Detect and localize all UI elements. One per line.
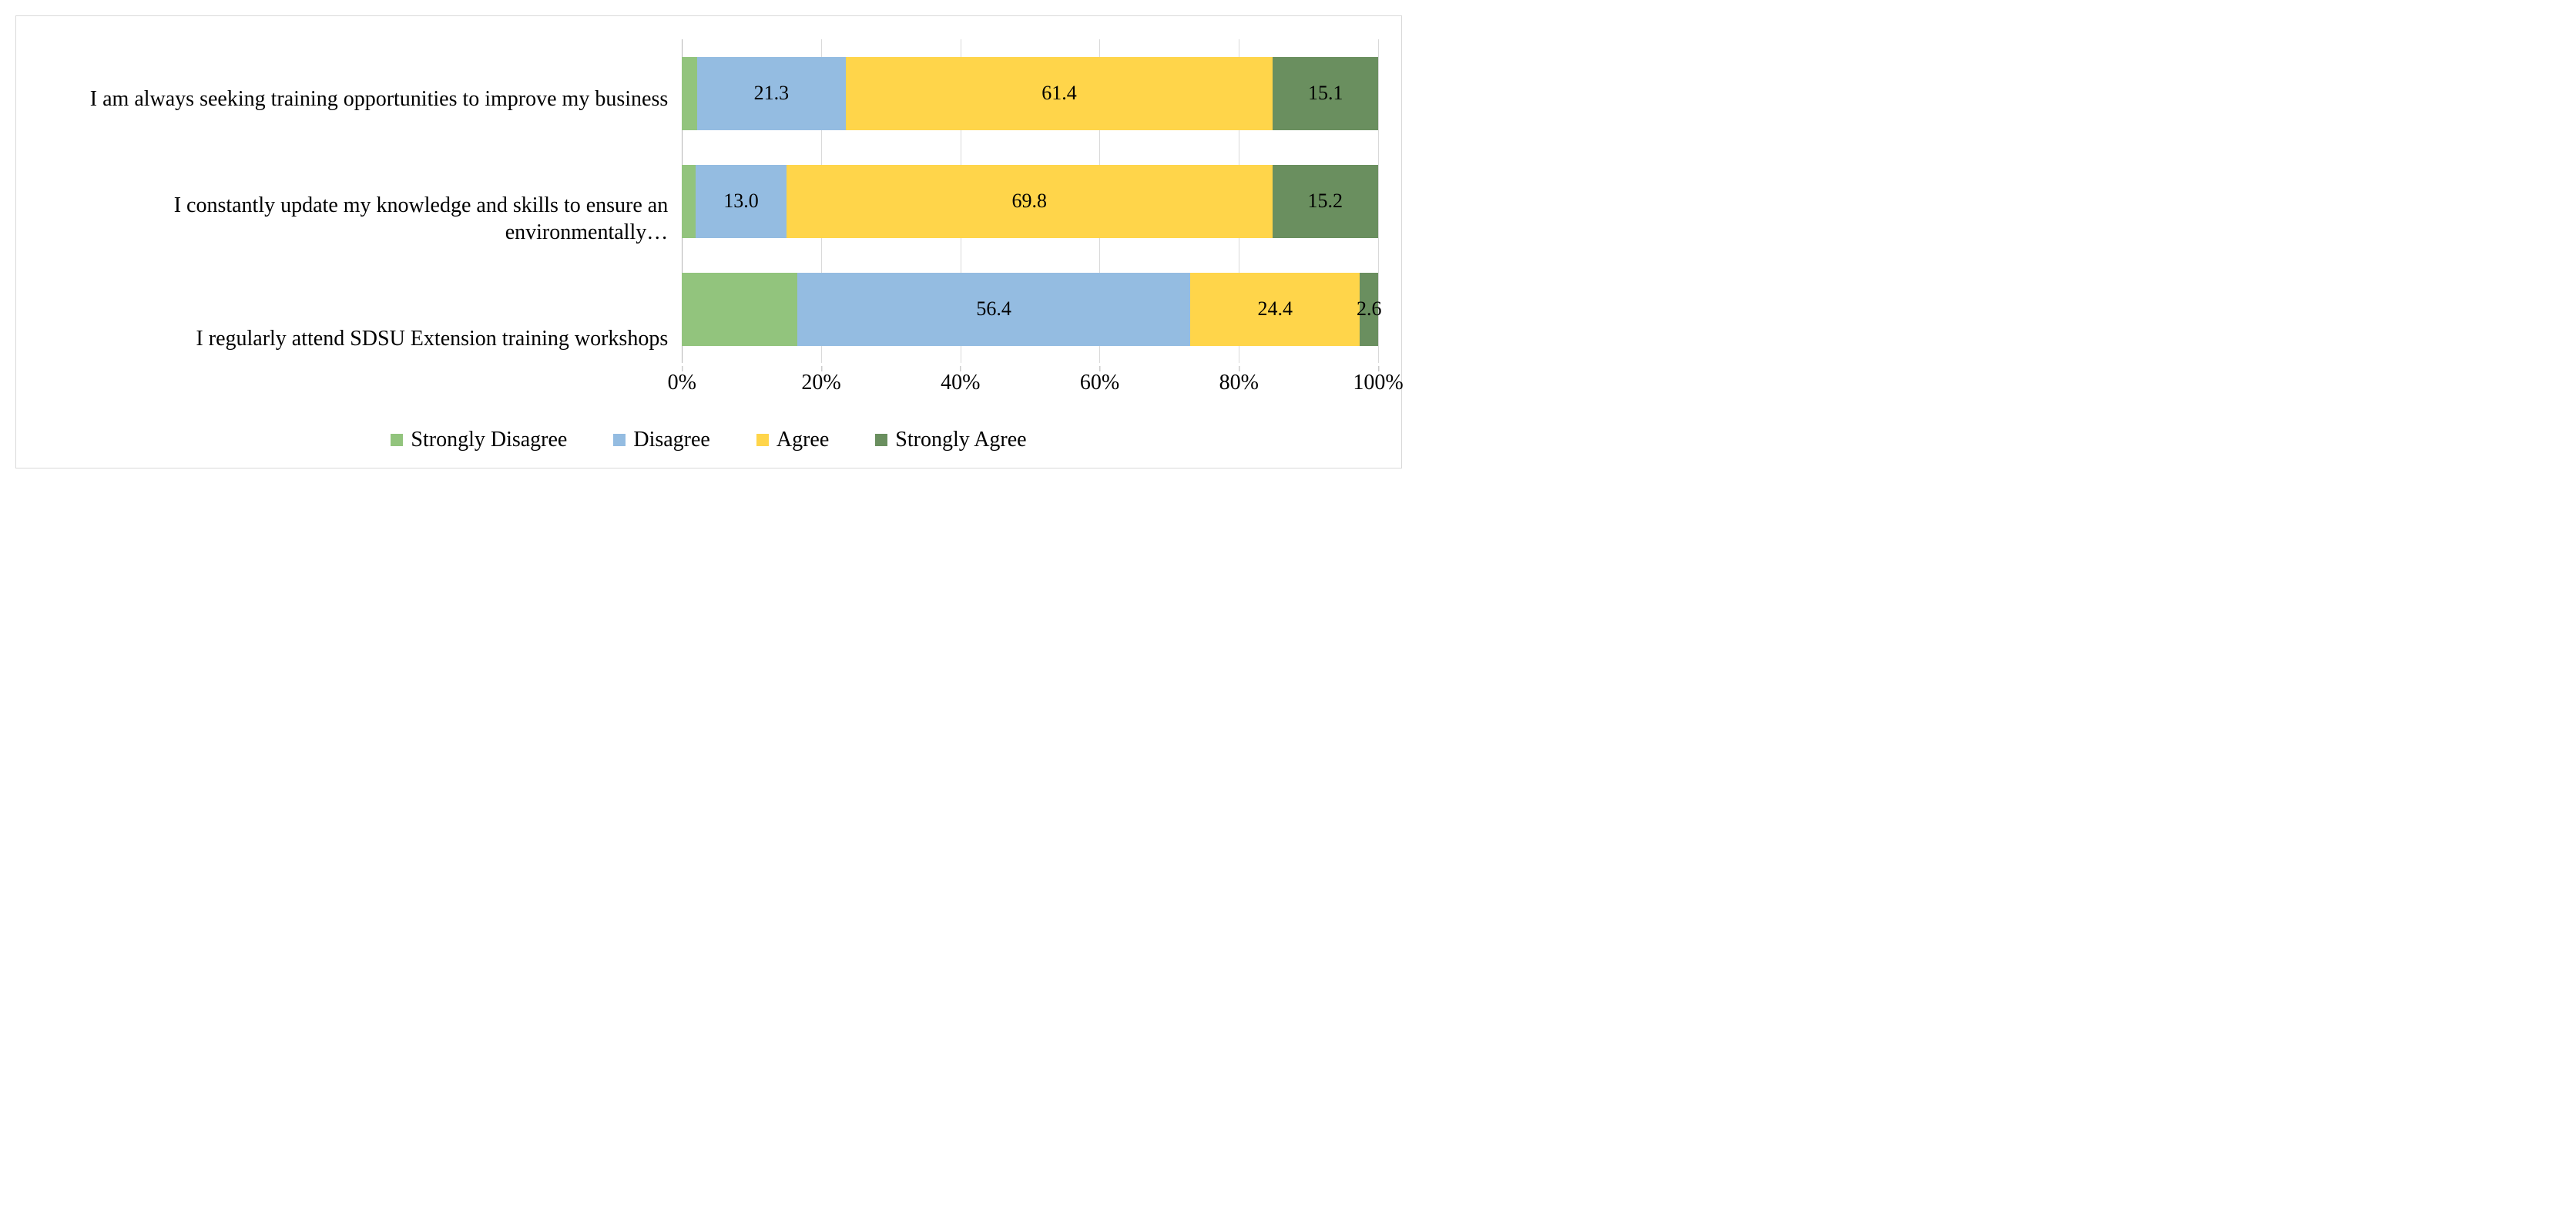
segment-value-label: 13.0 — [723, 190, 759, 213]
legend-label: Strongly Agree — [895, 428, 1026, 452]
row-label-text: I constantly update my knowledge and ski… — [39, 192, 668, 246]
x-tick-label: 60% — [1080, 371, 1119, 395]
x-tick: 20% — [801, 371, 840, 395]
legend-item-agree: Agree — [756, 428, 829, 452]
segment-value-label: 15.1 — [1308, 82, 1343, 105]
x-tick: 80% — [1219, 371, 1259, 395]
legend-label: Disagree — [633, 428, 710, 452]
y-axis-labels: I am always seeking training opportuniti… — [39, 39, 682, 398]
segment-value-label: 56.4 — [976, 297, 1011, 321]
bar-segment-strongly_agree: 15.1 — [1273, 57, 1377, 130]
stacked-bar: 56.4 24.4 2.6 — [682, 273, 1378, 346]
x-tick: 40% — [941, 371, 980, 395]
bar-segment-strongly_disagree — [682, 273, 797, 346]
x-tick-label: 40% — [941, 371, 980, 395]
bar-segment-agree: 69.8 — [787, 165, 1273, 238]
tick-mark — [682, 366, 683, 371]
segment-value-label: 61.4 — [1041, 82, 1077, 105]
x-tick-label: 0% — [668, 371, 696, 395]
row-label-text: I am always seeking training opportuniti… — [90, 86, 668, 113]
legend-label: Strongly Disagree — [411, 428, 567, 452]
x-tick-label: 80% — [1219, 371, 1259, 395]
bars-wrap: 21.3 61.4 15.1 13.0 69.8 15.2 56.4 24.4 2.6 — [682, 39, 1378, 363]
segment-value-label: 69.8 — [1011, 190, 1047, 213]
stacked-bar-chart: I am always seeking training opportuniti… — [15, 15, 1402, 468]
bar-row: 21.3 61.4 15.1 — [682, 43, 1378, 143]
bar-segment-disagree: 13.0 — [696, 165, 786, 238]
plot-area: 21.3 61.4 15.1 13.0 69.8 15.2 56.4 24.4 2.6 — [682, 39, 1378, 363]
segment-value-label: 24.4 — [1257, 297, 1293, 321]
segment-value-label: 2.6 — [1357, 297, 1382, 321]
plot-column: 21.361.415.113.069.815.256.424.42.6 0%20… — [682, 39, 1378, 398]
x-tick-label: 20% — [801, 371, 840, 395]
legend-swatch — [875, 434, 887, 446]
x-tick: 100% — [1353, 371, 1403, 395]
bar-segment-strongly_agree: 2.6 — [1360, 273, 1377, 346]
bar-row: 56.4 24.4 2.6 — [682, 259, 1378, 359]
row-label-text: I regularly attend SDSU Extension traini… — [196, 325, 668, 352]
legend-item-strongly_disagree: Strongly Disagree — [391, 428, 567, 452]
bar-row: 13.0 69.8 15.2 — [682, 151, 1378, 251]
bar-segment-disagree: 21.3 — [697, 57, 845, 130]
stacked-bar: 21.3 61.4 15.1 — [682, 57, 1378, 130]
x-tick: 0% — [668, 371, 696, 395]
segment-value-label: 15.2 — [1308, 190, 1343, 213]
row-label: I regularly attend SDSU Extension traini… — [39, 288, 668, 388]
bar-segment-strongly_agree: 15.2 — [1273, 165, 1378, 238]
row-label: I constantly update my knowledge and ski… — [39, 169, 668, 269]
chart-body: I am always seeking training opportuniti… — [39, 39, 1378, 398]
segment-value-label: 21.3 — [754, 82, 790, 105]
bar-segment-strongly_disagree — [682, 165, 696, 238]
legend-swatch — [391, 434, 403, 446]
tick-mark — [1099, 366, 1100, 371]
x-axis-ticks: 0%20%40%60%80%100% — [682, 368, 1378, 398]
legend-swatch — [613, 434, 626, 446]
tick-mark — [821, 366, 822, 371]
bar-segment-agree: 24.4 — [1190, 273, 1360, 346]
bar-segment-strongly_disagree — [682, 57, 697, 130]
bar-segment-disagree: 56.4 — [797, 273, 1190, 346]
legend-swatch — [756, 434, 769, 446]
x-tick: 60% — [1080, 371, 1119, 395]
legend-item-disagree: Disagree — [613, 428, 710, 452]
legend-label: Agree — [776, 428, 829, 452]
bar-segment-agree: 61.4 — [846, 57, 1273, 130]
legend: Strongly Disagree Disagree Agree Strongly A… — [39, 428, 1378, 452]
x-tick-label: 100% — [1353, 371, 1403, 395]
legend-item-strongly_agree: Strongly Agree — [875, 428, 1026, 452]
stacked-bar: 13.0 69.8 15.2 — [682, 165, 1378, 238]
tick-mark — [1378, 366, 1379, 371]
row-label: I am always seeking training opportuniti… — [39, 49, 668, 149]
